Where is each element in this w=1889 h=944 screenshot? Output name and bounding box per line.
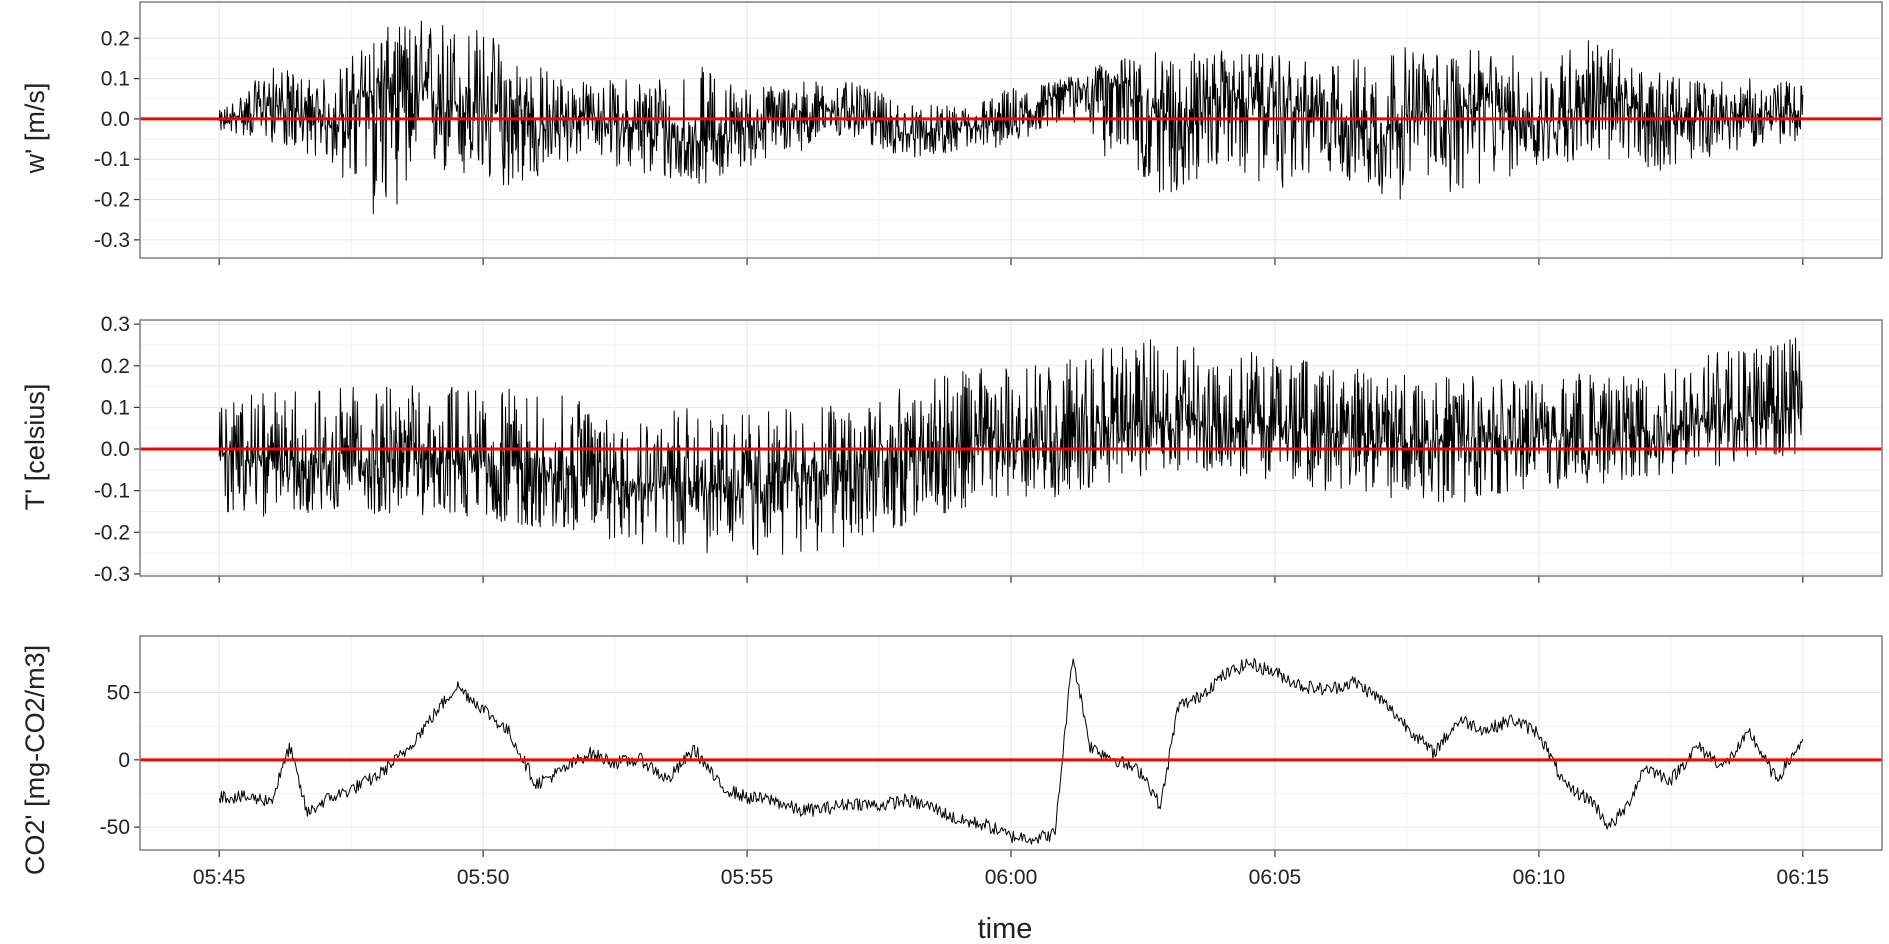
x-tick-label: 05:55 [721, 866, 774, 889]
panel-co2-ytick-label: 50 [107, 682, 130, 705]
panel-t-ytick-label: -0.1 [94, 480, 130, 503]
panel-t-ytick-label: 0.2 [101, 355, 130, 378]
panel-co2: CO2' [mg-CO2/m3] 50 0 -50 [20, 635, 1883, 875]
panel-co2-series-line [218, 658, 1804, 845]
panel-w-ytick-label: -0.1 [94, 148, 130, 171]
panel-w-ytick-label: 0.0 [101, 108, 130, 131]
panel-t-ytick-label: 0.1 [101, 396, 130, 419]
x-axis-title: time [978, 913, 1033, 944]
panel-t-ytick-label: -0.3 [94, 563, 130, 586]
panel-w-frame [139, 1, 1883, 259]
panel-w-ytick-labels: 0.2 0.1 0.0 -0.1 -0.2 -0.3 [94, 27, 130, 252]
panel-w-ytick-label: -0.2 [94, 189, 130, 212]
panel-t-ylabel: T' [celsius] [20, 384, 50, 511]
panel-w-ytick-label: -0.3 [94, 229, 130, 252]
panel-t-series-line [218, 337, 1804, 556]
panel-t-ytick-label: -0.2 [94, 521, 130, 544]
panel-t-frame [139, 319, 1883, 577]
x-tick-label: 05:45 [193, 866, 246, 889]
panel-w-series-line [218, 20, 1804, 215]
panel-co2-ylabel: CO2' [mg-CO2/m3] [20, 645, 50, 875]
panel-w-ytick-label: 0.1 [101, 68, 130, 91]
x-axis-tick-labels: 05:45 05:50 05:55 06:00 06:05 06:10 06:15 [193, 866, 1829, 889]
x-tick-label: 06:05 [1249, 866, 1302, 889]
panel-t-plot [134, 319, 1883, 583]
panel-w: w' [m/s] 0.2 0.1 0.0 -0.1 -0.2 -0.3 [20, 1, 1883, 265]
panel-co2-ytick-label: 0 [118, 749, 130, 772]
panel-co2-frame [139, 635, 1883, 851]
panel-co2-plot [134, 635, 1883, 857]
panel-co2-ytick-label: -50 [100, 816, 130, 839]
panel-w-ytick-label: 0.2 [101, 27, 130, 50]
x-tick-label: 06:15 [1777, 866, 1830, 889]
panel-co2-ytick-labels: 50 0 -50 [100, 682, 130, 840]
panel-t: T' [celsius] 0.3 0.2 0.1 0.0 -0.1 -0.2 -0.3 [20, 313, 1883, 586]
x-tick-label: 05:50 [457, 866, 510, 889]
panel-w-ylabel: w' [m/s] [20, 83, 50, 175]
panel-w-plot [134, 1, 1883, 265]
x-tick-label: 06:10 [1513, 866, 1566, 889]
panel-t-ytick-label: 0.3 [101, 313, 130, 336]
x-tick-label: 06:00 [985, 866, 1038, 889]
panel-t-ytick-labels: 0.3 0.2 0.1 0.0 -0.1 -0.2 -0.3 [94, 313, 130, 586]
panel-t-ytick-label: 0.0 [101, 438, 130, 461]
